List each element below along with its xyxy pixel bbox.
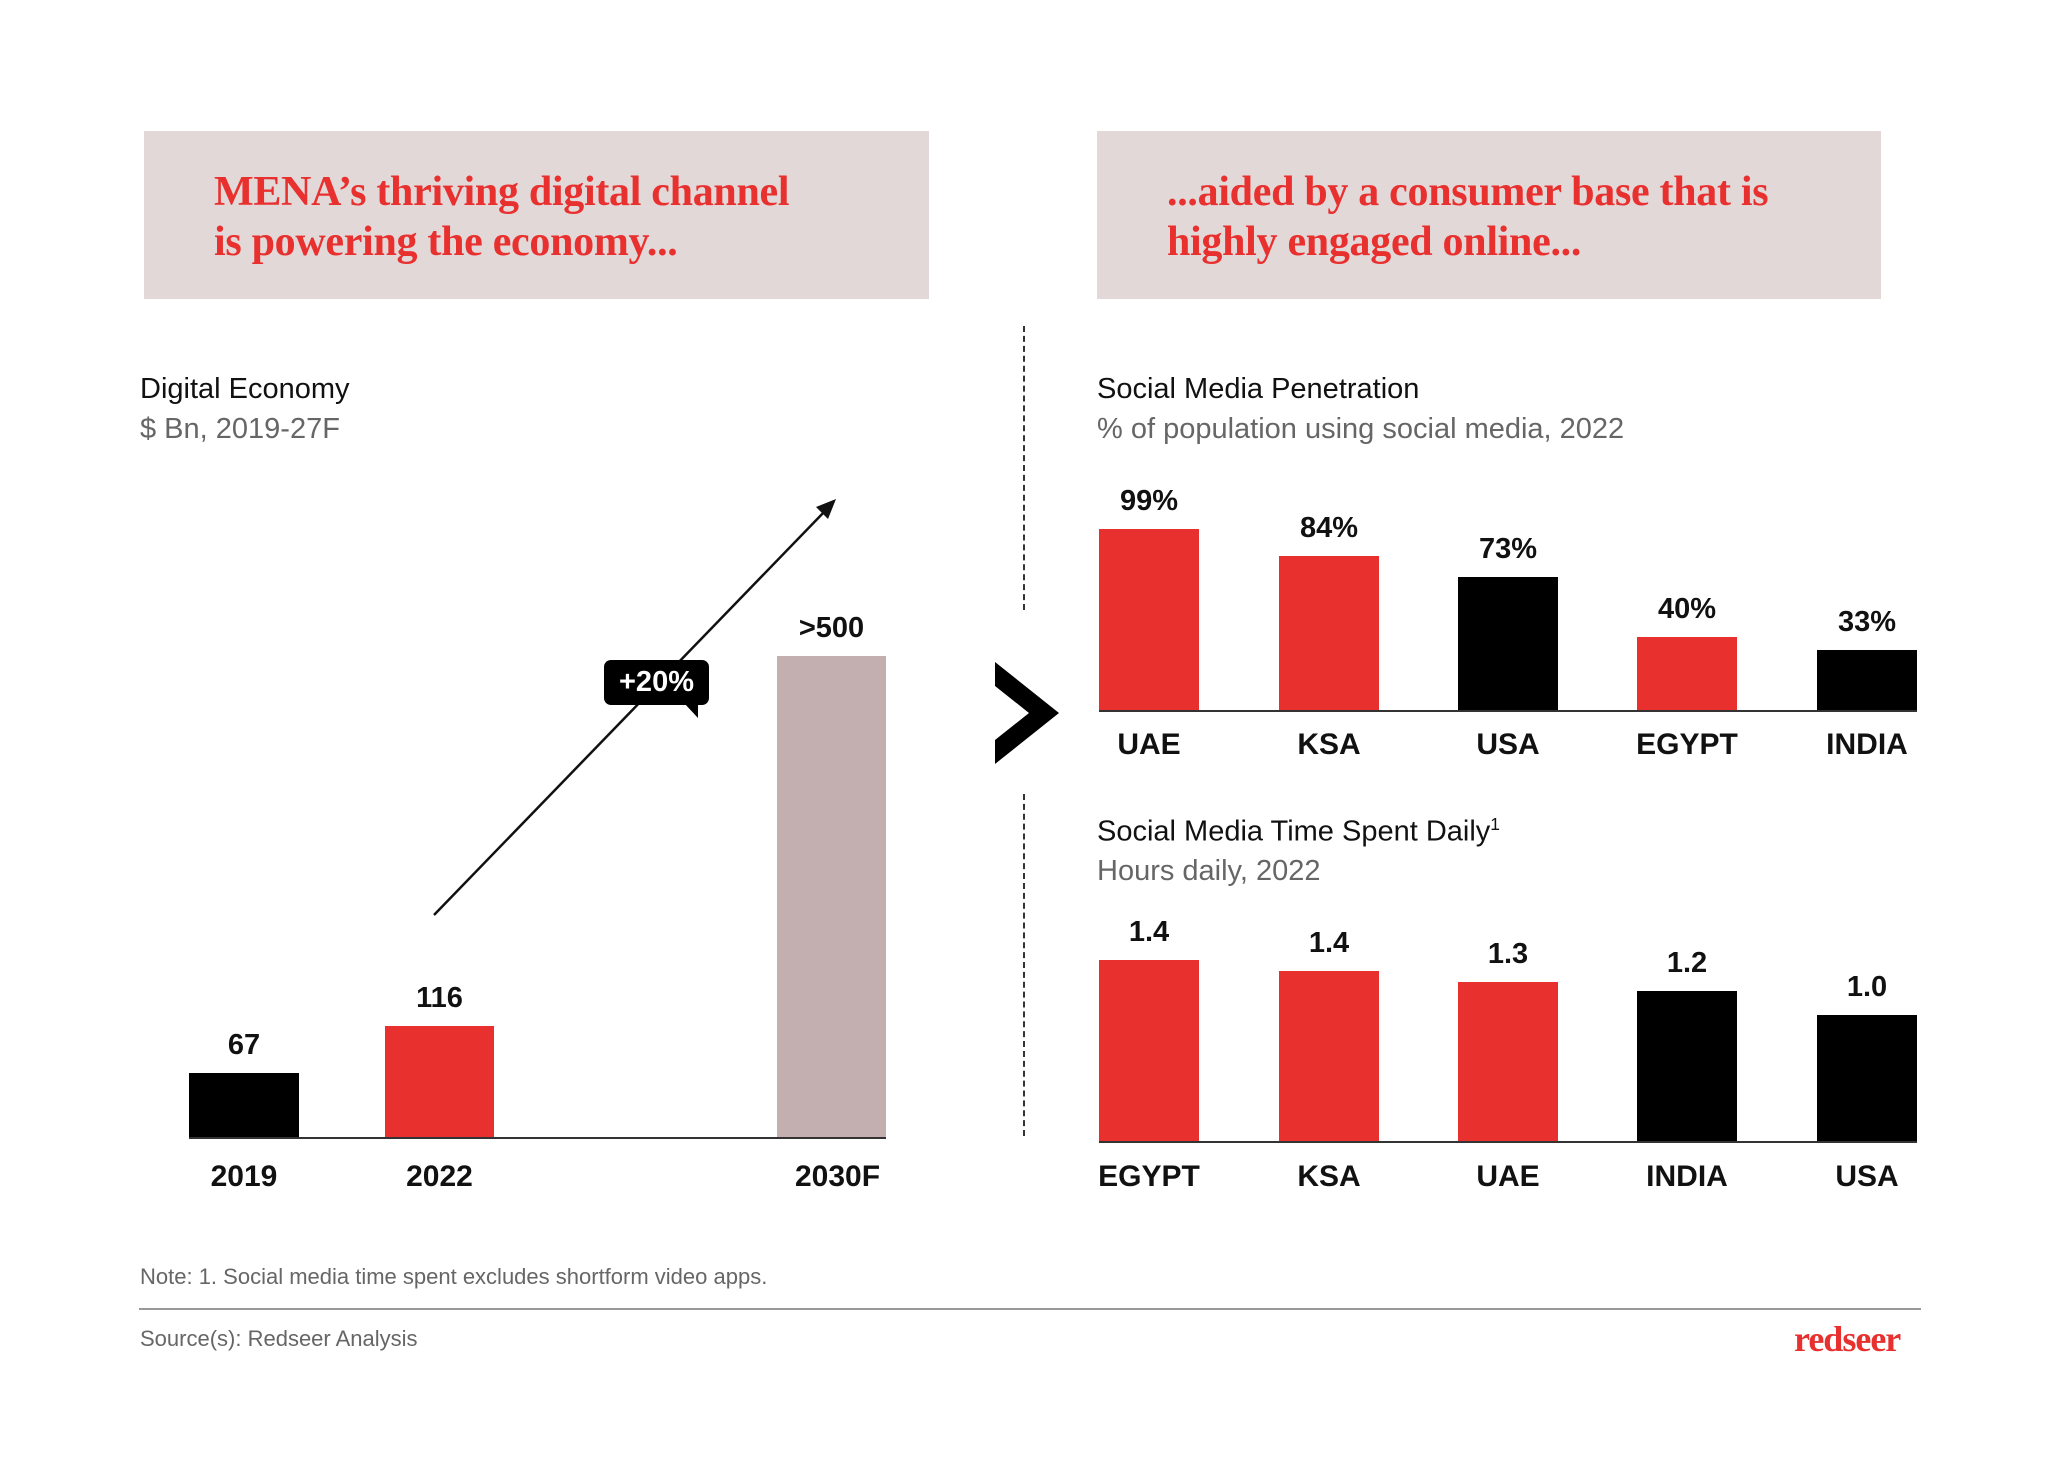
digital-economy-title: Digital Economy xyxy=(140,373,350,405)
time-spent-value-label: 1.3 xyxy=(1487,937,1529,970)
penetration-title: Social Media Penetration xyxy=(1097,373,1420,405)
redseer-logo: redseer xyxy=(1794,1319,1901,1359)
left-header-text: MENA’s thriving digital channel is power… xyxy=(214,167,790,267)
footnote-marker: 1 xyxy=(1490,814,1500,834)
time-spent-bar-india xyxy=(1637,990,1737,1142)
time-spent-bar-uae xyxy=(1458,981,1558,1142)
time-spent-category-label: KSA xyxy=(1297,1160,1361,1193)
time-spent-bar-egypt xyxy=(1099,960,1199,1142)
right-header-text: ...aided by a consumer base that is high… xyxy=(1167,167,1769,267)
economy-bar-2030f xyxy=(777,656,886,1138)
footnote: Note: 1. Social media time spent exclude… xyxy=(140,1264,768,1289)
penetration-subtitle: % of population using social media, 2022 xyxy=(1097,413,1625,445)
penetration-value-label: 84% xyxy=(1299,512,1359,545)
penetration-value-label: 73% xyxy=(1478,532,1538,565)
left-header-box: MENA’s thriving digital channel is power… xyxy=(144,131,929,299)
dashed-divider-bottom xyxy=(1023,794,1025,1136)
time-spent-title: Social Media Time Spent Daily1 xyxy=(1097,814,1500,849)
penetration-bar-ksa xyxy=(1279,556,1379,711)
economy-category-label: 2019 xyxy=(210,1160,278,1193)
time-spent-value-label: 1.2 xyxy=(1666,946,1708,979)
time-spent-title-text: Social Media Time Spent Daily xyxy=(1097,815,1491,848)
time-spent-category-label: EGYPT xyxy=(1098,1160,1200,1193)
penetration-category-label: UAE xyxy=(1117,728,1181,761)
penetration-category-label: INDIA xyxy=(1826,728,1908,761)
economy-value-label: >500 xyxy=(798,612,865,644)
time-spent-subtitle: Hours daily, 2022 xyxy=(1097,855,1321,887)
penetration-bar-egypt xyxy=(1637,637,1737,711)
penetration-value-label: 33% xyxy=(1837,606,1897,639)
footer-divider xyxy=(139,1308,1921,1310)
penetration-baseline xyxy=(1099,710,1917,712)
growth-badge-label: +20% xyxy=(619,666,694,698)
time-spent-value-label: 1.0 xyxy=(1846,971,1888,1003)
penetration-bar-usa xyxy=(1458,576,1558,711)
penetration-category-label: USA xyxy=(1476,728,1540,761)
time-spent-value-label: 1.4 xyxy=(1308,926,1350,959)
penetration-bar-india xyxy=(1817,650,1917,711)
dashed-divider-top xyxy=(1023,326,1025,610)
time-spent-bar-ksa xyxy=(1279,970,1379,1142)
time-spent-baseline xyxy=(1099,1141,1917,1143)
time-spent-category-label: USA xyxy=(1835,1160,1899,1193)
digital-economy-subtitle: $ Bn, 2019-27F xyxy=(140,413,340,445)
penetration-category-label: KSA xyxy=(1297,728,1361,761)
economy-category-label: 2022 xyxy=(406,1160,473,1193)
source-text: Source(s): Redseer Analysis xyxy=(140,1326,418,1351)
penetration-category-label: EGYPT xyxy=(1636,728,1738,761)
digital-economy-baseline xyxy=(189,1137,886,1139)
time-spent-category-label: UAE xyxy=(1476,1160,1540,1193)
economy-category-label: 2030F xyxy=(794,1160,881,1193)
economy-bar-2022 xyxy=(385,1026,494,1138)
penetration-value-label: 40% xyxy=(1657,593,1717,626)
penetration-bar-uae xyxy=(1099,528,1199,711)
time-spent-category-label: INDIA xyxy=(1646,1160,1728,1193)
penetration-value-label: 99% xyxy=(1119,484,1179,517)
economy-bar-2019 xyxy=(189,1073,299,1138)
right-header-line-2: highly engaged online... xyxy=(1167,219,1582,265)
economy-value-label: 116 xyxy=(416,982,463,1015)
growth-badge-shape xyxy=(604,660,709,718)
time-spent-value-label: 1.4 xyxy=(1128,916,1170,949)
chevron-right-icon xyxy=(995,662,1059,764)
time-spent-bar-usa xyxy=(1817,1015,1917,1142)
left-header-line-1: MENA’s thriving digital channel xyxy=(214,169,790,215)
right-header-box: ...aided by a consumer base that is high… xyxy=(1097,131,1881,299)
left-header-line-2: is powering the economy... xyxy=(214,219,678,265)
economy-value-label: 67 xyxy=(227,1029,261,1062)
right-header-line-1: ...aided by a consumer base that is xyxy=(1167,169,1769,215)
